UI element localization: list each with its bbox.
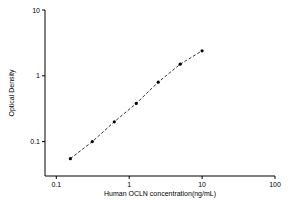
plot-area: [69, 49, 204, 160]
x-tick: [202, 176, 203, 179]
x-tick-label: 1: [127, 181, 131, 188]
point: [69, 157, 72, 160]
point: [135, 102, 138, 105]
x-tick: [56, 176, 57, 179]
chart-container: 0.1 1 10 100 0.1 1 10 Human OCLN concentration(…: [0, 0, 300, 200]
y-axis: [45, 10, 46, 176]
y-tick-label: 1: [36, 72, 40, 79]
point: [113, 120, 116, 123]
x-tick-label: 10: [198, 181, 206, 188]
point: [179, 63, 182, 66]
y-tick: [42, 75, 45, 76]
y-tick-label: 0.1: [30, 138, 40, 145]
y-tick: [42, 141, 45, 142]
curve: [70, 51, 202, 159]
x-axis-label: Human OCLN concentration(ng/mL): [104, 190, 216, 198]
point: [157, 81, 160, 84]
point: [91, 140, 94, 143]
x-tick-label: 100: [269, 181, 281, 188]
x-axis: [45, 176, 275, 177]
x-tick-label: 0.1: [51, 181, 61, 188]
y-tick-label: 10: [32, 7, 40, 14]
y-tick: [42, 10, 45, 11]
point: [200, 49, 203, 52]
chart: 0.1 1 10 100 0.1 1 10 Human OCLN concentration(…: [0, 0, 300, 200]
x-tick: [129, 176, 130, 179]
x-tick: [275, 176, 276, 179]
y-axis-label: Optical Density: [8, 69, 16, 117]
